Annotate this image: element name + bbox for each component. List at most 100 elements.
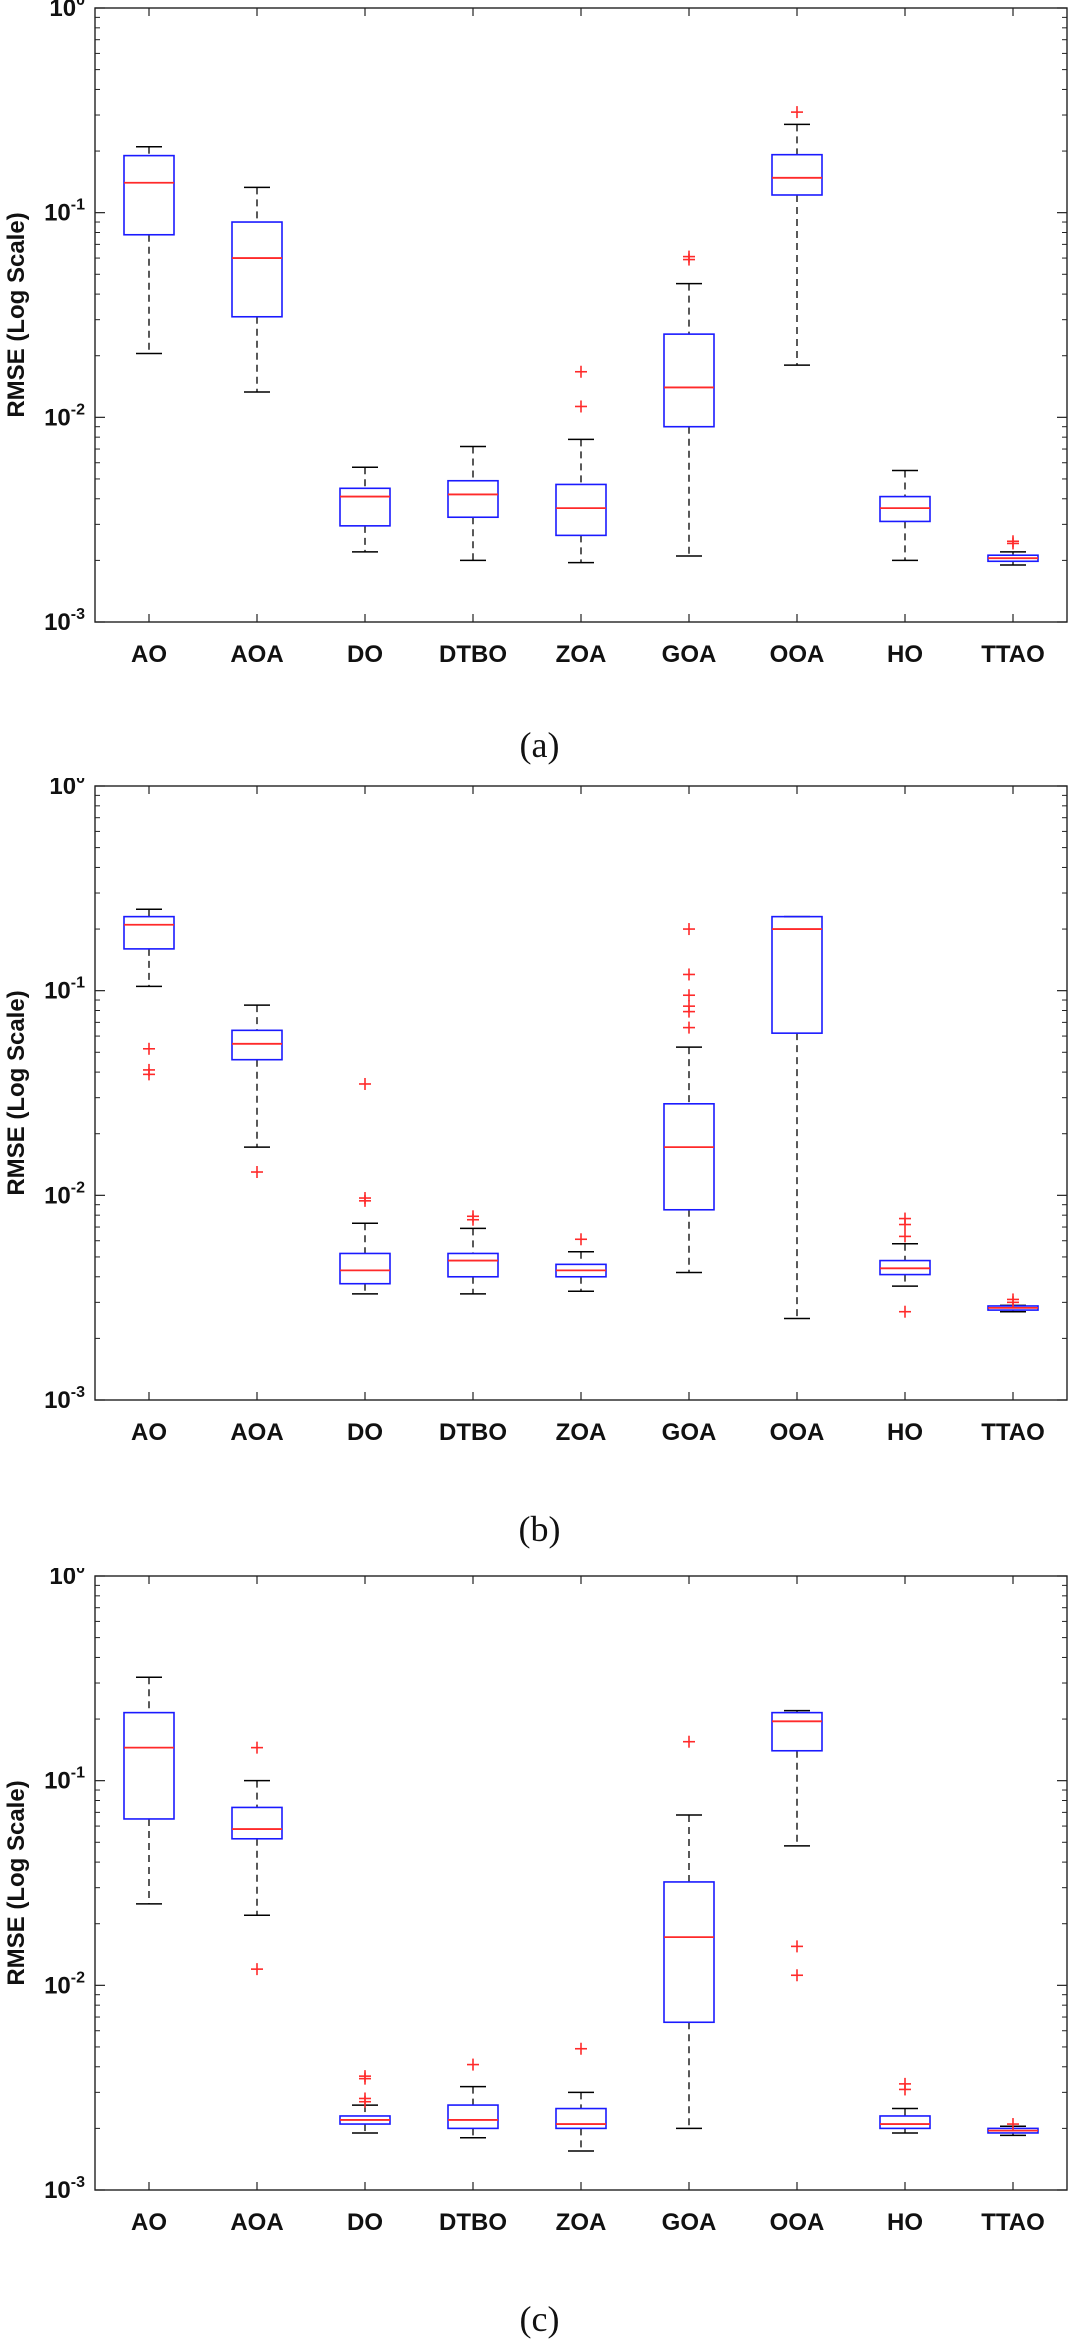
y-tick-exponent: 0 [76,0,85,9]
box-aoa [231,1741,283,1976]
y-tick-base: 10 [44,609,71,636]
y-tick-exponent: 0 [76,1568,85,1577]
x-tick-label: GOA [662,2209,717,2236]
box-iqr [447,2104,499,2130]
x-tick-label: OOA [770,641,825,668]
plot-frame [94,7,1068,623]
outlier-marker [467,1210,479,1223]
box-ho [879,469,931,562]
y-tick-label: 10-2 [44,401,85,431]
box-ttao [987,535,1039,566]
outlier-marker [791,106,803,119]
y-tick-exponent: -2 [71,1179,85,1196]
y-tick-base: 10 [44,2177,71,2204]
outlier-marker [575,365,587,378]
y-tick-base: 10 [44,1768,71,1795]
box-iqr [663,1103,715,1211]
box-aoa [231,1004,283,1179]
outlier-marker [683,968,695,981]
box-goa [663,923,715,1274]
y-tick-label: 100 [49,0,85,22]
box-iqr [339,1252,391,1285]
panel-b-caption: (b) [518,1509,561,1549]
y-tick-base: 10 [44,1972,71,1999]
y-tick-exponent: -3 [71,2174,85,2191]
y-tick-label: 10-1 [44,1765,85,1795]
box-iqr [447,479,499,519]
x-tick-label: DO [347,641,383,668]
y-tick-base: 10 [44,200,71,227]
outlier-marker [899,2077,911,2090]
plot-frame [94,785,1068,1401]
y-tick-exponent: -2 [71,401,85,418]
outlier-marker [359,1077,371,1090]
x-tick-label: GOA [662,641,717,668]
y-axis-label: RMSE (Log Scale) [3,990,30,1195]
box-ttao [987,1293,1039,1313]
box-iqr [663,333,715,428]
box-iqr [771,153,823,196]
box-iqr [231,1029,283,1061]
box-iqr [555,2107,607,2130]
box-iqr [123,154,175,236]
x-tick-label: AOA [230,1419,283,1446]
box-iqr [123,1711,175,1820]
x-tick-label: AOA [230,641,283,668]
x-tick-label: DTBO [439,1419,507,1446]
outlier-marker [683,250,695,263]
box-iqr [231,221,283,318]
outlier-marker [359,2070,371,2083]
box-ho [879,1212,931,1318]
box-ao [123,145,175,355]
y-tick-exponent: -3 [71,1384,85,1401]
outlier-marker [359,2092,371,2105]
box-iqr [771,1711,823,1752]
x-tick-label: GOA [662,1419,717,1446]
box-dtbo [447,2058,499,2139]
box-zoa [555,1233,607,1292]
outlier-marker [1007,535,1019,548]
box-goa [663,1735,715,2130]
box-ttao [987,2118,1039,2137]
x-tick-label: HO [887,1419,923,1446]
outlier-marker [683,1735,695,1748]
box-goa [663,250,715,557]
y-tick-exponent: 0 [76,778,85,787]
x-tick-label: AO [131,2209,167,2236]
outlier-marker [251,1963,263,1976]
box-ooa [771,1709,823,1982]
outlier-marker [251,1166,263,1179]
box-aoa [231,186,283,393]
x-tick-label: TTAO [981,2209,1045,2236]
y-tick-label: 10-3 [44,606,85,636]
outlier-marker [359,1192,371,1205]
outlier-marker [1007,1293,1019,1306]
y-tick-base: 10 [44,1182,71,1209]
x-tick-label: DTBO [439,641,507,668]
box-iqr [447,1252,499,1278]
outlier-marker [791,1940,803,1953]
y-tick-label: 100 [49,1568,85,1590]
outlier-marker [683,989,695,1002]
outlier-marker [683,1000,695,1013]
y-axis-label: RMSE (Log Scale) [3,212,30,417]
box-iqr [663,1881,715,2024]
box-iqr [123,915,175,950]
x-tick-label: DO [347,2209,383,2236]
y-tick-label: 10-1 [44,197,85,227]
outlier-marker [467,2058,479,2071]
outlier-marker [791,1969,803,1982]
box-zoa [555,2042,607,2152]
y-tick-label: 10-2 [44,1179,85,1209]
outlier-marker [251,1741,263,1754]
y-tick-exponent: -1 [71,197,85,214]
box-iqr [771,915,823,1034]
outlier-marker [899,1212,911,1225]
y-tick-base: 10 [44,1387,71,1414]
box-do [339,1077,391,1295]
box-ao [123,1676,175,1905]
box-zoa [555,365,607,564]
y-tick-label: 10-2 [44,1969,85,1999]
panel-c-caption: (c) [519,2299,560,2339]
